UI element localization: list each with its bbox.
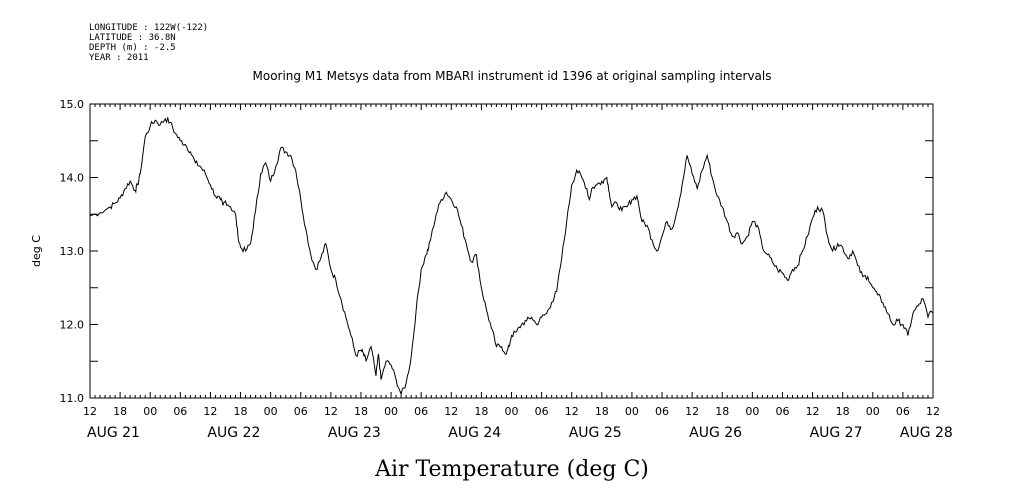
x-tick-label: 12 bbox=[444, 405, 458, 418]
date-label: AUG 28 bbox=[900, 425, 953, 441]
date-label: AUG 25 bbox=[569, 425, 622, 441]
y-tick-labels: 15.0 14.0 13.0 12.0 11.0 bbox=[60, 98, 85, 405]
x-tick-label: 12 bbox=[685, 405, 699, 418]
date-label: AUG 26 bbox=[689, 425, 742, 441]
meta-latitude: LATITUDE : 36.8N bbox=[89, 33, 176, 43]
x-tick-label: 00 bbox=[384, 405, 398, 418]
x-tick-label: 00 bbox=[625, 405, 639, 418]
y-tick-label: 15.0 bbox=[60, 98, 85, 111]
x-tick-labels: 12 18 00 06 12 18 00 06 12 18 00 06 12 18 00 06 12 18 00 06… bbox=[83, 405, 940, 418]
x-tick-label: 12 bbox=[83, 405, 97, 418]
y-tick-label: 13.0 bbox=[60, 245, 85, 258]
x-tick-label: 06 bbox=[294, 405, 308, 418]
x-tick-label: 18 bbox=[595, 405, 609, 418]
x-tick-label: 06 bbox=[775, 405, 789, 418]
x-tick-label: 06 bbox=[414, 405, 428, 418]
x-tick-label: 12 bbox=[203, 405, 217, 418]
x-tick-label: 18 bbox=[715, 405, 729, 418]
meta-year: YEAR : 2011 bbox=[89, 53, 149, 63]
plot-frame bbox=[89, 103, 934, 399]
x-tick-label: 06 bbox=[173, 405, 187, 418]
x-tick-label: 06 bbox=[535, 405, 549, 418]
x-tick-label: 18 bbox=[234, 405, 248, 418]
x-tick-label: 18 bbox=[474, 405, 488, 418]
x-tick-label: 00 bbox=[745, 405, 759, 418]
x-tick-label: 12 bbox=[565, 405, 579, 418]
meta-depth: DEPTH (m) : -2.5 bbox=[89, 43, 176, 53]
date-label: AUG 22 bbox=[207, 425, 260, 441]
x-tick-label: 18 bbox=[113, 405, 127, 418]
x-tick-label: 12 bbox=[806, 405, 820, 418]
date-label: AUG 23 bbox=[328, 425, 381, 441]
date-labels: AUG 21 AUG 22 AUG 23 AUG 24 AUG 25 AUG 26 AUG … bbox=[87, 425, 953, 441]
x-tick-label: 00 bbox=[264, 405, 278, 418]
x-tick-label: 06 bbox=[655, 405, 669, 418]
tick-marks bbox=[89, 103, 934, 399]
x-tick-label: 00 bbox=[866, 405, 880, 418]
x-tick-label: 18 bbox=[836, 405, 850, 418]
meta-longitude: LONGITUDE : 122W(-122) bbox=[89, 23, 208, 33]
x-tick-label: 06 bbox=[896, 405, 910, 418]
x-tick-label: 18 bbox=[354, 405, 368, 418]
y-axis-label: deg C bbox=[30, 235, 43, 267]
date-label: AUG 21 bbox=[87, 425, 140, 441]
date-label: AUG 24 bbox=[448, 425, 501, 441]
x-tick-label: 00 bbox=[505, 405, 519, 418]
date-label: AUG 27 bbox=[810, 425, 863, 441]
x-tick-label: 00 bbox=[143, 405, 157, 418]
chart-title: Mooring M1 Metsys data from MBARI instru… bbox=[253, 69, 772, 83]
y-tick-label: 11.0 bbox=[60, 392, 85, 405]
x-axis-label: Air Temperature (deg C) bbox=[374, 457, 649, 482]
y-tick-label: 12.0 bbox=[60, 319, 85, 332]
x-tick-label: 12 bbox=[324, 405, 338, 418]
x-tick-label: 12 bbox=[926, 405, 940, 418]
series-line bbox=[89, 116, 934, 397]
y-tick-label: 14.0 bbox=[60, 172, 85, 185]
